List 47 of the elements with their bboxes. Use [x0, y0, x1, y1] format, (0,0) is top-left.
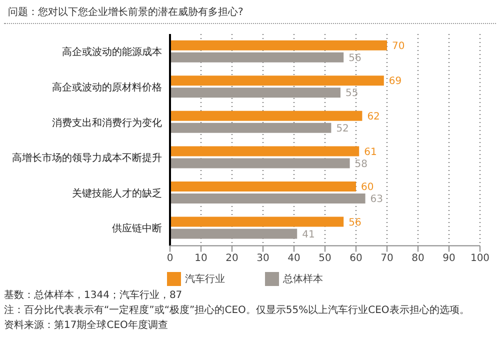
data-label: 61 [364, 146, 377, 158]
data-label: 69 [388, 76, 402, 88]
y-tick-label: 消费支出和消费行为变化 [52, 116, 162, 129]
bar [170, 122, 332, 133]
data-label: 56 [348, 217, 362, 228]
x-tick-label: 40 [288, 252, 300, 264]
text: 资料来源：第17期全球CEO年度调查 [4, 318, 169, 333]
bar [170, 40, 387, 50]
x-tick-label: 30 [256, 252, 270, 264]
data-label: 63 [370, 194, 384, 206]
x-tick-label: 10 [194, 252, 208, 264]
x-tick-label: 70 [380, 252, 394, 264]
x-tick-label: 60 [350, 252, 362, 264]
data-label: 58 [354, 158, 368, 170]
data-label: 70 [392, 40, 405, 52]
x-tick-label: 50 [318, 252, 332, 264]
text: 基数：总体样本，1344；汽车行业，87 [4, 288, 184, 303]
x-tick-label: 100 [470, 252, 490, 264]
bar [170, 158, 350, 168]
text: 注：百分比代表表示有“一定程度”或“极度”担心的CEO。仅显示55%以上汽车行业CEO表示担心的选项。 [4, 304, 470, 318]
x-tick-label: 20 [226, 252, 238, 264]
x-tick-label: 80 [412, 252, 424, 264]
bar [170, 216, 344, 227]
x-tick-label: 90 [442, 252, 456, 264]
legend-label: 总体样本 [283, 274, 323, 285]
bar [170, 76, 384, 86]
chart-title: 问题：您对以下您企业增长前景的潜在威胁有多担心? [4, 0, 496, 24]
bar [170, 194, 366, 204]
data-label: 41 [302, 229, 315, 240]
data-label: 62 [367, 111, 380, 122]
legend-label: 汽车行业 [185, 274, 225, 285]
y-tick-label: 关键技能人才的缺乏 [72, 187, 162, 200]
data-label: 52 [336, 123, 349, 134]
bar [170, 146, 360, 156]
data-label: 55 [346, 88, 358, 100]
bar [170, 110, 362, 121]
data-label: 56 [348, 52, 362, 64]
bar [170, 52, 344, 62]
y-tick-label: 高企或波动的能源成本 [62, 46, 162, 58]
data-label: 60 [361, 182, 374, 194]
y-tick-label: 高增长市场的领导力成本不断提升 [12, 152, 162, 164]
x-tick-label: 0 [166, 252, 174, 264]
y-tick-label: 供应链中断 [112, 222, 162, 235]
bar [170, 182, 356, 192]
bar [170, 88, 340, 98]
bar [170, 228, 298, 239]
y-tick-label: 高企或波动的原材料价格 [52, 81, 162, 94]
